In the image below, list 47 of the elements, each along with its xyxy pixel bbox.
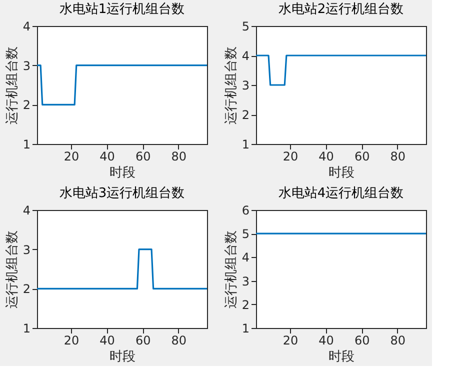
- y-tick-label: 1: [242, 138, 250, 152]
- y-tick-label: 2: [242, 298, 250, 312]
- y-tick-label: 4: [22, 20, 30, 34]
- y-tick-label: 4: [242, 250, 250, 265]
- y-axis-title: 运行机组台数: [224, 230, 239, 308]
- y-tick-label: 3: [242, 274, 250, 288]
- chart-title: 水电站1运行机组台数: [59, 2, 185, 17]
- x-tick-label: 40: [100, 334, 115, 348]
- x-tick-label: 60: [354, 334, 370, 348]
- x-tick-label: 80: [390, 334, 406, 348]
- y-axis-title: 运行机组台数: [4, 230, 20, 308]
- x-axis-title: 时段: [110, 166, 136, 180]
- y-tick-label: 3: [242, 78, 250, 92]
- x-tick-label: 40: [318, 150, 334, 164]
- x-tick-label: 80: [171, 334, 187, 348]
- y-tick-label: 5: [242, 227, 250, 242]
- x-axis-title: 时段: [328, 166, 354, 180]
- y-axis-title: 运行机组台数: [4, 46, 20, 124]
- x-axis-title: 时段: [328, 350, 354, 364]
- y-tick-label: 3: [22, 58, 30, 73]
- x-tick-label: 80: [171, 150, 187, 164]
- x-tick-label: 80: [390, 150, 406, 164]
- y-tick-label: 4: [242, 49, 250, 63]
- y-tick-label: 2: [22, 98, 30, 112]
- x-tick-label: 20: [64, 334, 80, 348]
- y-tick-label: 2: [242, 108, 250, 122]
- y-tick-label: 6: [242, 204, 250, 218]
- x-tick-label: 20: [282, 334, 298, 348]
- x-tick-label: 20: [282, 150, 298, 164]
- y-tick-label: 3: [22, 242, 30, 257]
- chart-title: 水电站3运行机组台数: [59, 186, 185, 201]
- y-tick-label: 4: [22, 204, 30, 218]
- x-tick-label: 60: [354, 150, 370, 164]
- x-tick-label: 40: [318, 334, 334, 348]
- y-tick-label: 2: [22, 282, 30, 296]
- x-tick-label: 60: [135, 150, 151, 164]
- y-tick-label: 5: [242, 20, 250, 34]
- chart-title: 水电站2运行机组台数: [278, 2, 404, 17]
- x-tick-label: 40: [100, 150, 115, 164]
- x-axis-title: 时段: [110, 350, 136, 364]
- y-tick-label: 1: [242, 322, 250, 336]
- y-tick-label: 1: [22, 322, 30, 336]
- chart-title: 水电站4运行机组台数: [278, 186, 404, 201]
- x-tick-label: 60: [135, 334, 151, 348]
- y-tick-label: 1: [22, 138, 30, 152]
- x-tick-label: 20: [64, 150, 80, 164]
- y-axis-title: 运行机组台数: [224, 46, 239, 124]
